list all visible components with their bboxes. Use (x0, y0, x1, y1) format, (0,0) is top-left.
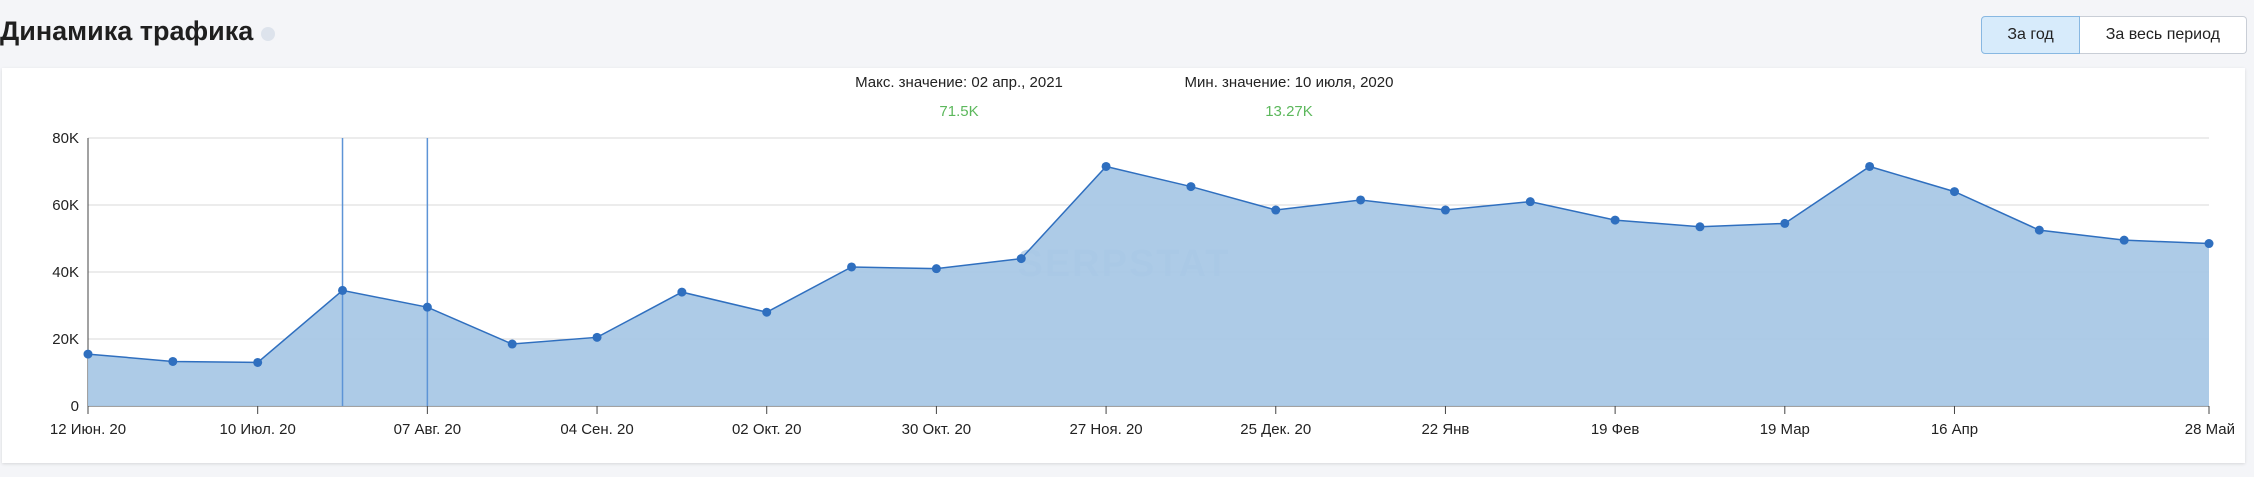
period-year-button[interactable]: За год (1981, 16, 2080, 54)
max-stat-value: 71.5K (939, 103, 979, 120)
data-point[interactable] (1101, 161, 1111, 171)
data-point[interactable] (1780, 218, 1790, 228)
data-point[interactable] (762, 307, 772, 317)
data-point[interactable] (1016, 254, 1026, 264)
x-tick-label: 04 Сен. 20 (560, 421, 633, 438)
x-tick-label: 28 Май (2185, 421, 2235, 438)
data-point[interactable] (592, 332, 602, 342)
data-point[interactable] (338, 285, 348, 295)
data-point[interactable] (1610, 215, 1620, 225)
data-point[interactable] (2034, 225, 2044, 235)
data-point[interactable] (847, 262, 857, 272)
data-point[interactable] (253, 357, 263, 367)
x-tick-label: 19 Мар (1760, 421, 1810, 438)
page-title-text: Динамика трафика (0, 16, 254, 46)
data-point[interactable] (1949, 187, 1959, 197)
data-point[interactable] (422, 302, 432, 312)
data-point[interactable] (168, 356, 178, 366)
y-tick-label: 0 (71, 398, 79, 415)
x-tick-label: 30 Окт. 20 (902, 421, 971, 438)
period-all-button[interactable]: За весь период (2079, 16, 2247, 54)
x-tick-label: 02 Окт. 20 (732, 421, 801, 438)
series-line (87, 165, 2210, 364)
min-stat: Мин. значение: 10 июля, 2020 13.27K (1174, 74, 1404, 120)
data-point[interactable] (1440, 205, 1450, 215)
data-point[interactable] (1271, 205, 1281, 215)
data-point[interactable] (931, 264, 941, 274)
y-tick-label: 40K (52, 264, 79, 281)
data-point[interactable] (2119, 235, 2129, 245)
x-tick-label: 27 Ноя. 20 (1069, 421, 1142, 438)
data-point[interactable] (677, 287, 687, 297)
x-tick-label: 22 Янв (1421, 421, 1469, 438)
x-tick-label: 10 Июл. 20 (220, 421, 296, 438)
x-tick-label: 19 Фев (1591, 421, 1640, 438)
page-title: Динамика трафика (0, 16, 276, 47)
y-tick-label: 20K (52, 331, 79, 348)
x-tick-label: 16 Апр (1931, 421, 1978, 438)
data-point[interactable] (1186, 182, 1196, 192)
period-switch: За год За весь период (1981, 16, 2247, 54)
data-point[interactable] (83, 349, 93, 359)
y-tick-label: 80K (52, 130, 79, 147)
x-tick-label: 25 Дек. 20 (1240, 421, 1311, 438)
data-point[interactable] (1525, 197, 1535, 207)
data-point[interactable] (1865, 161, 1875, 171)
max-stat-label: Макс. значение: 02 апр., 2021 (855, 74, 1063, 91)
min-stat-label: Мин. значение: 10 июля, 2020 (1184, 74, 1394, 91)
min-stat-value: 13.27K (1265, 103, 1313, 120)
data-point[interactable] (1695, 222, 1705, 232)
x-tick-label: 07 Авг. 20 (394, 421, 462, 438)
data-point[interactable] (507, 339, 517, 349)
chart-panel: Макс. значение: 02 апр., 2021 71.5K Мин.… (2, 68, 2245, 463)
max-stat: Макс. значение: 02 апр., 2021 71.5K (844, 74, 1074, 120)
info-icon[interactable] (261, 26, 276, 41)
data-point[interactable] (1356, 195, 1366, 205)
series-area (88, 166, 2209, 406)
x-tick-label: 12 Июн. 20 (50, 421, 126, 438)
y-tick-label: 60K (52, 197, 79, 214)
data-point[interactable] (2204, 239, 2214, 249)
